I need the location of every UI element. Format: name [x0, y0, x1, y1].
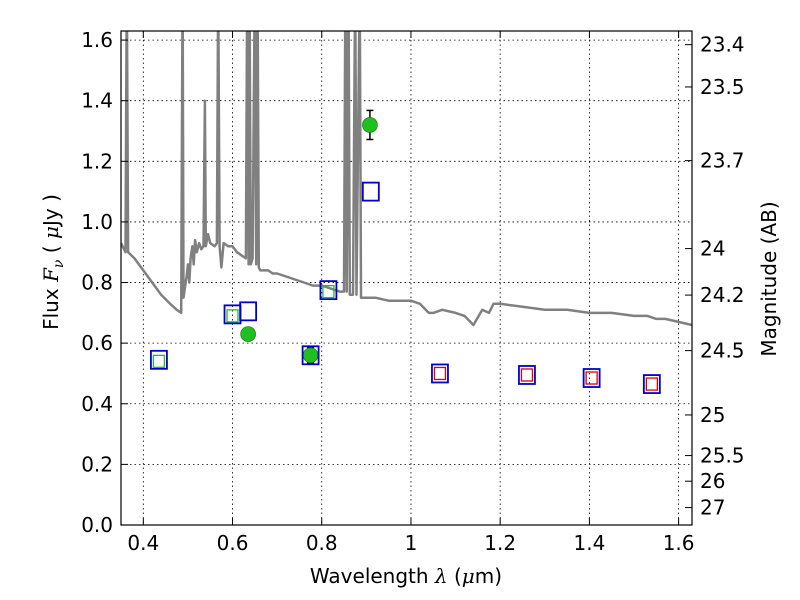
- plot-area: [121, 31, 692, 394]
- y-tick-label: 1.2: [81, 149, 113, 173]
- x-tick-label: 1: [405, 531, 418, 555]
- inner-flux-marker: [433, 366, 447, 381]
- y-tick-label: 0.8: [81, 271, 113, 295]
- y-axis-label: Flux Fν ( μJy ): [39, 194, 67, 330]
- observed-flux-point: [240, 326, 256, 342]
- x-tick-label: 0.6: [217, 531, 249, 555]
- inner-flux-marker: [585, 371, 598, 385]
- y2-tick-label: 27: [700, 496, 725, 520]
- x-tick-label: 1.2: [484, 531, 516, 555]
- y2-tick-label: 25: [700, 403, 725, 427]
- y-tick-label: 1.0: [81, 210, 113, 234]
- y2-tick-label: 24.5: [700, 339, 745, 363]
- model-flux-marker: [319, 280, 338, 301]
- x-tick-label: 0.4: [127, 531, 159, 555]
- x-tick-label: 1.4: [573, 531, 605, 555]
- model-flux-marker: [150, 349, 168, 370]
- y-tick-label: 0.4: [81, 392, 113, 416]
- y2-tick-label: 25.5: [700, 444, 745, 468]
- observed-flux-point: [362, 117, 378, 133]
- y-tick-label: 0.6: [81, 331, 113, 355]
- y2-tick-label: 26: [700, 469, 725, 493]
- sed-model-line: [121, 31, 692, 327]
- plot-frame: [120, 30, 693, 526]
- inner-flux-marker: [226, 309, 239, 323]
- x-tick-label: 0.8: [306, 531, 338, 555]
- inner-flux-marker: [520, 368, 534, 382]
- model-flux-marker: [431, 363, 449, 384]
- y2-tick-label: 24.2: [700, 283, 745, 307]
- inner-flux-marker: [152, 354, 166, 368]
- y-tick-label: 1.6: [81, 28, 113, 52]
- model-flux-marker: [361, 181, 380, 202]
- y2-tick-label: 23.4: [700, 33, 745, 57]
- y2-tick-label: 24: [700, 237, 725, 261]
- x-axis-label: Wavelength λ (μm): [310, 564, 502, 588]
- y2-tick-label: 23.5: [700, 75, 745, 99]
- inner-flux-marker: [322, 284, 335, 299]
- x-tick-label: 1.6: [663, 531, 695, 555]
- model-flux-marker: [301, 345, 320, 366]
- inner-flux-marker: [645, 377, 659, 391]
- observed-flux-point: [302, 347, 319, 364]
- grid-lines: [121, 31, 692, 526]
- y-tick-label: 1.4: [81, 89, 113, 113]
- model-flux-marker: [518, 365, 536, 385]
- model-flux-marker: [642, 374, 661, 394]
- y-tick-label: 0.0: [81, 513, 113, 537]
- model-flux-marker: [582, 368, 601, 388]
- axis-ticks: 0.4 0.6 0.8 1 1.2 1.4 1.6 0.0 0.2 0.4 0.6 0.8 1.0 1.2…: [81, 28, 744, 555]
- y2-axis-label: Magnitude (AB): [757, 201, 781, 356]
- y2-tick-label: 23.7: [700, 149, 745, 173]
- y-tick-label: 0.2: [81, 452, 113, 476]
- model-flux-marker: [239, 301, 258, 322]
